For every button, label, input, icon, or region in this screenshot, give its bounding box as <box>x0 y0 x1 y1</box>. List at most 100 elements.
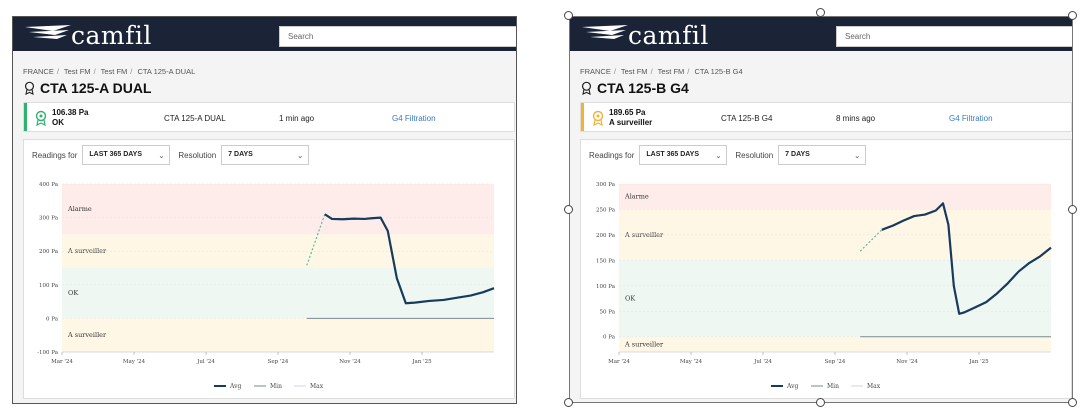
status-updated-time: 8 mins ago <box>836 114 876 123</box>
breadcrumb-item[interactable]: FRANCE <box>23 67 54 76</box>
breadcrumb-item[interactable]: Test FM <box>620 67 648 76</box>
filtration-link[interactable]: G4 Filtration <box>949 114 993 123</box>
y-tick-label: 0 Pa <box>46 316 59 322</box>
y-tick-label: 300 Pa <box>39 216 59 222</box>
zone-band <box>62 318 494 352</box>
resize-handle-top-right[interactable] <box>1068 11 1077 20</box>
sensor-icon <box>24 81 35 95</box>
x-tick-label: Jul '24 <box>196 359 215 365</box>
panel-right[interactable]: camfil FRANCE/ Test FM/ Test FM/ CTA 125… <box>569 16 1073 403</box>
chevron-down-icon: ⌄ <box>158 153 165 160</box>
readings-label: Readings for <box>589 150 635 160</box>
status-device-name: CTA 125-A DUAL <box>164 114 226 123</box>
resolution-value: 7 DAYS <box>785 151 810 158</box>
x-tick-label: Jan '25 <box>968 359 989 365</box>
resize-handle-bottom-left[interactable] <box>564 398 573 407</box>
status-sensor-icon <box>592 110 604 126</box>
status-value: 106.38 Pa <box>52 108 89 117</box>
status-color-bar <box>24 103 27 131</box>
zone-band <box>619 184 1051 210</box>
status-color-bar <box>581 103 584 131</box>
resolution-value: 7 DAYS <box>228 151 253 158</box>
zone-label: A surveiller <box>624 340 664 348</box>
range-select[interactable]: LAST 365 DAYS ⌄ <box>639 145 728 165</box>
breadcrumb-item[interactable]: Test FM <box>657 67 685 76</box>
legend-max-label: Max <box>310 383 324 390</box>
x-tick-label: Sep '24 <box>268 359 289 365</box>
resize-handle-middle-right[interactable] <box>1068 205 1077 214</box>
y-tick-label: 200 Pa <box>39 249 59 255</box>
breadcrumb-item[interactable]: Test FM <box>63 67 91 76</box>
legend-min-label: Min <box>827 383 839 390</box>
status-updated-time: 1 min ago <box>279 114 315 123</box>
status-device-name: CTA 125-B G4 <box>721 114 773 123</box>
camfil-logo[interactable]: camfil <box>580 21 730 50</box>
x-tick-label: Jul '24 <box>753 359 772 365</box>
resolution-select[interactable]: 7 DAYS ⌄ <box>778 145 867 165</box>
x-tick-label: Nov '24 <box>896 359 918 365</box>
y-tick-label: 100 Pa <box>596 284 616 290</box>
legend-avg-label: Avg <box>229 383 241 390</box>
sensor-icon <box>581 81 592 95</box>
y-tick-label: 400 Pa <box>39 182 59 188</box>
chevron-down-icon: ⌄ <box>297 153 304 160</box>
page-title-row: CTA 125-A DUAL <box>23 80 152 96</box>
x-tick-label: May '24 <box>680 359 703 365</box>
breadcrumb: FRANCE / Test FM / Test FM / CTA 125-B G4 <box>580 67 743 76</box>
resize-handle-bottom-center[interactable] <box>816 398 825 407</box>
y-tick-label: 300 Pa <box>596 182 616 188</box>
resize-handle-middle-left[interactable] <box>564 205 573 214</box>
breadcrumb-item[interactable]: Test FM <box>100 67 128 76</box>
legend-min-label: Min <box>270 383 282 390</box>
resize-handle-bottom-right[interactable] <box>1068 398 1077 407</box>
status-state: OK <box>52 118 64 127</box>
zone-band <box>62 184 494 235</box>
zone-band <box>619 260 1051 337</box>
camfil-logo[interactable]: camfil <box>23 21 173 50</box>
y-tick-label: 200 Pa <box>596 233 616 239</box>
x-tick-label: Mar '24 <box>608 359 630 365</box>
status-sensor-icon <box>35 110 47 126</box>
range-select[interactable]: LAST 365 DAYS ⌄ <box>82 145 171 165</box>
logo-text: camfil <box>71 21 152 50</box>
panel-left: camfil FRANCE/ Test FM/ Test FM/ CTA 125… <box>12 16 517 404</box>
breadcrumb-item[interactable]: FRANCE <box>580 67 611 76</box>
y-tick-label: 50 Pa <box>600 309 616 315</box>
range-value: LAST 365 DAYS <box>646 151 700 158</box>
status-card: 189.65 Pa A surveiller CTA 125-B G4 8 mi… <box>580 102 1072 132</box>
zone-label: OK <box>68 289 78 297</box>
chevron-down-icon: ⌄ <box>715 153 722 160</box>
x-tick-label: Mar '24 <box>51 359 73 365</box>
gap-line <box>859 229 883 252</box>
search-input[interactable] <box>279 26 516 47</box>
range-value: LAST 365 DAYS <box>89 151 143 158</box>
resize-handle-top-left[interactable] <box>564 11 573 20</box>
y-tick-label: 150 Pa <box>596 258 616 264</box>
logo-swoosh-icon <box>25 25 71 39</box>
app-header: camfil <box>13 17 516 51</box>
zone-label: A surveiller <box>67 331 107 339</box>
zone-label: Alarme <box>624 193 649 201</box>
page-title-row: CTA 125-B G4 <box>580 80 689 96</box>
status-state: A surveiller <box>609 118 653 127</box>
rotate-handle[interactable] <box>816 8 825 17</box>
zone-label: OK <box>625 295 635 303</box>
y-tick-label: 0 Pa <box>603 335 616 341</box>
page-title: CTA 125-A DUAL <box>40 80 152 96</box>
resolution-select[interactable]: 7 DAYS ⌄ <box>221 145 310 165</box>
breadcrumb-item-current: CTA 125-B G4 <box>694 67 743 76</box>
chart-card: Readings for LAST 365 DAYS ⌄ Resolution … <box>580 139 1072 399</box>
readings-label: Readings for <box>32 150 78 160</box>
x-tick-label: Sep '24 <box>825 359 846 365</box>
logo-swoosh-icon <box>582 25 628 39</box>
chart-card: Readings for LAST 365 DAYS ⌄ Resolution … <box>23 139 515 399</box>
y-tick-label: 250 Pa <box>596 207 616 213</box>
x-tick-label: Jan '25 <box>411 359 432 365</box>
y-tick-label: 100 Pa <box>39 283 59 289</box>
zone-band <box>619 336 1051 352</box>
search-input[interactable] <box>836 26 1072 47</box>
breadcrumb: FRANCE / Test FM / Test FM / CTA 125-A DUAL <box>23 67 196 76</box>
filtration-link[interactable]: G4 Filtration <box>392 114 436 123</box>
